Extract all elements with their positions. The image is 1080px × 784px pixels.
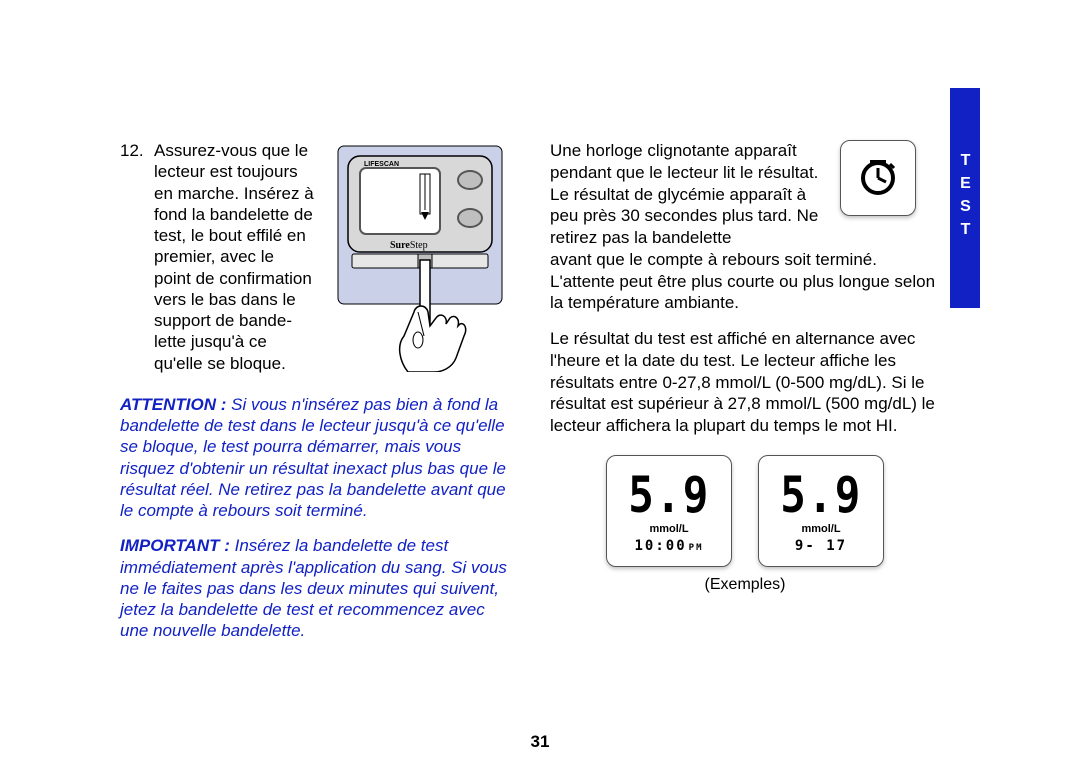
right-para1-wide: avant que le compte à rebours soit termi…	[550, 249, 940, 314]
right-para1-narrow: Une horloge clignotante apparaît pendant…	[550, 140, 830, 249]
display-example-time: 5.9 mmol/L 10:00PM	[606, 455, 732, 567]
display-example-date: 5.9 mmol/L 9- 17	[758, 455, 884, 567]
reading-time: 10:00PM	[635, 538, 704, 556]
right-top-row: Une horloge clignotante apparaît pendant…	[550, 140, 940, 249]
content-columns: 12. Assurez-vous que le lecteur est touj…	[120, 140, 940, 642]
left-column: 12. Assurez-vous que le lecteur est touj…	[120, 140, 510, 642]
brand-bottom: SureStep	[390, 240, 428, 251]
attention-lead: ATTENTION :	[120, 395, 226, 414]
step-number: 12.	[120, 140, 144, 161]
clock-icon	[858, 158, 898, 198]
hand-icon	[400, 306, 466, 372]
examples-caption: (Exemples)	[550, 575, 940, 595]
reading-value: 5.9	[780, 470, 862, 520]
section-tab-test: TEST	[950, 88, 980, 308]
brand-top: LIFESCAN	[364, 161, 399, 168]
important-block: IMPORTANT : Insérez la bandelette de tes…	[120, 535, 510, 641]
attention-block: ATTENTION : Si vous n'insérez pas bien à…	[120, 394, 510, 522]
important-lead: IMPORTANT :	[120, 536, 230, 555]
reading-date: 9- 17	[795, 538, 847, 556]
manual-page: TEST 12. Assurez-vous que le lecteur est…	[0, 0, 1080, 784]
clock-tile	[840, 140, 916, 216]
reading-unit: mmol/L	[649, 522, 688, 536]
step-12: 12. Assurez-vous que le lecteur est touj…	[120, 140, 510, 374]
examples-row: 5.9 mmol/L 10:00PM 5.9 mmol/L 9- 17	[550, 455, 940, 567]
page-number: 31	[0, 732, 1080, 752]
meter-illustration: LIFESCAN SureStep	[330, 140, 510, 372]
right-column: Une horloge clignotante apparaît pendant…	[550, 140, 940, 642]
step-text: Assurez-vous que le lecteur est toujours…	[154, 140, 314, 374]
reading-value: 5.9	[628, 470, 710, 520]
right-para2: Le résultat du test est affiché en alter…	[550, 328, 940, 437]
reading-unit: mmol/L	[801, 522, 840, 536]
section-tab-label: TEST	[956, 152, 974, 244]
